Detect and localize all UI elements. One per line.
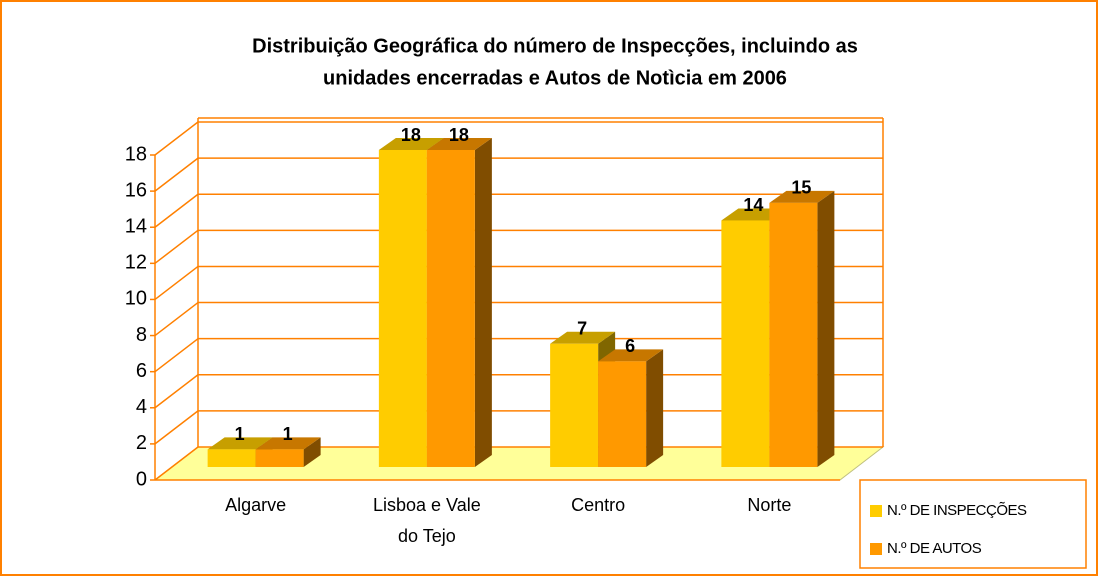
x-tick-label: Norte — [747, 495, 791, 515]
y-tick-label: 16 — [125, 179, 147, 201]
bar-top — [255, 437, 321, 450]
y-tick-label: 18 — [125, 143, 147, 165]
data-label: 1 — [283, 424, 293, 444]
chart-title: Distribuição Geográfica do número de Ins… — [252, 35, 858, 57]
data-label: 15 — [791, 178, 811, 198]
data-label: 7 — [577, 318, 587, 338]
legend-label: N.º DE AUTOS — [887, 540, 982, 557]
x-tick-label: do Tejo — [398, 526, 456, 546]
grid-line — [154, 121, 199, 156]
grid-line — [154, 338, 199, 373]
bar-side — [646, 349, 664, 467]
legend-swatch — [870, 505, 882, 517]
bar-top — [426, 138, 492, 150]
y-tick-label: 2 — [136, 432, 147, 454]
bar-top — [378, 138, 444, 150]
bar-top — [598, 349, 664, 362]
data-label: 18 — [449, 125, 469, 145]
grid-line — [154, 229, 199, 264]
chart-title: unidades encerradas e Autos de Notìcia e… — [323, 67, 787, 89]
bar-top — [769, 190, 835, 203]
legend-box — [859, 479, 1087, 569]
bar — [721, 220, 770, 467]
y-tick-label: 6 — [136, 360, 147, 382]
legend-swatch — [870, 543, 882, 555]
bar-side — [474, 138, 492, 467]
data-label: 18 — [401, 125, 421, 145]
data-label: 14 — [743, 195, 763, 215]
y-tick-label: 14 — [125, 216, 147, 238]
grid-line — [154, 265, 199, 301]
grid-line — [154, 301, 199, 337]
x-tick-label: Lisboa e Vale — [373, 495, 481, 515]
bar — [207, 449, 256, 467]
bar — [378, 150, 427, 467]
x-tick-label: Centro — [571, 495, 625, 515]
grid-line — [154, 157, 199, 192]
y-tick-label: 0 — [136, 468, 147, 490]
grid-line — [154, 410, 199, 445]
grid-line — [154, 446, 199, 481]
bar-top — [550, 331, 616, 344]
y-tick-label: 12 — [125, 252, 147, 274]
y-tick-label: 4 — [136, 396, 147, 418]
y-tick-label: 8 — [136, 324, 147, 346]
bar — [769, 202, 818, 468]
data-label: 1 — [235, 424, 245, 444]
legend-label: N.º DE INSPECÇÕES — [887, 502, 1027, 519]
grid-line — [154, 374, 199, 409]
bar-side — [817, 190, 835, 468]
bar — [550, 343, 599, 467]
bar-side — [303, 437, 321, 467]
bar — [255, 449, 304, 467]
grid-line — [154, 193, 199, 228]
x-tick-label: Algarve — [225, 495, 286, 515]
bar-top — [207, 437, 273, 450]
y-tick-label: 10 — [125, 288, 147, 310]
bar — [426, 150, 475, 467]
bar — [598, 361, 647, 467]
data-label: 6 — [625, 336, 635, 356]
